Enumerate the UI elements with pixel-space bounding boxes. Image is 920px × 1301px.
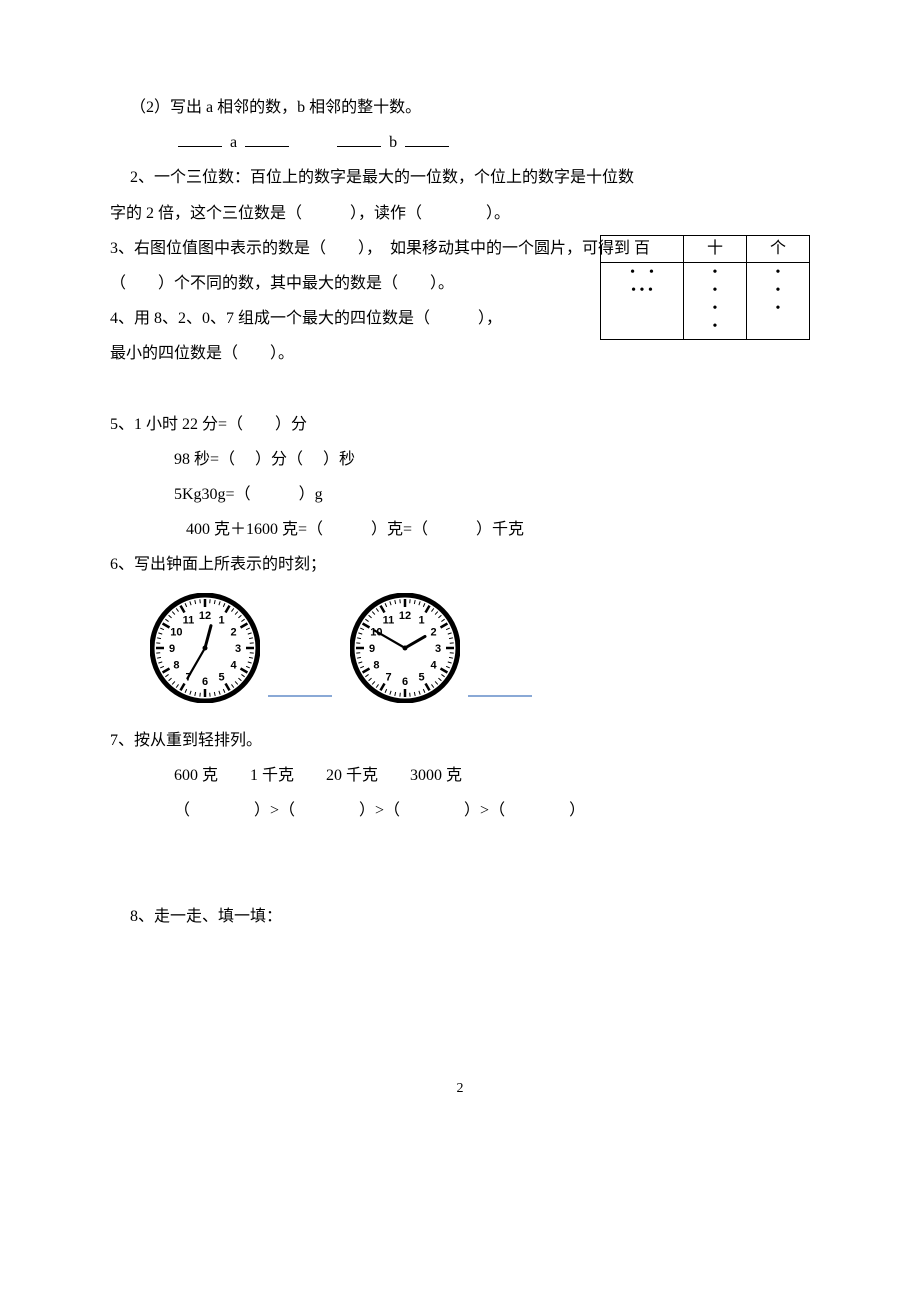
clock-1: 121234567891011 [150,593,260,703]
svg-text:3: 3 [235,643,241,655]
svg-text:11: 11 [183,614,195,626]
clock-1-wrap: 121234567891011 [150,593,350,703]
place-value-table: 百 十 个 • • • • • • • • • • • • [600,235,810,340]
svg-text:3: 3 [435,643,441,655]
svg-text:1: 1 [218,614,224,626]
svg-text:4: 4 [431,659,438,671]
clock-2-wrap: 121234567891011 [350,593,550,703]
table-dots-row: • • • • • • • • • • • • [601,263,810,340]
svg-text:2: 2 [231,626,237,638]
svg-text:8: 8 [373,659,379,671]
cell-ones: • • • [747,263,810,340]
svg-text:5: 5 [218,671,224,683]
col-hundreds: 百 [601,235,684,262]
clock-1-blank[interactable] [268,691,332,697]
svg-text:4: 4 [231,659,238,671]
table-header-row: 百 十 个 [601,235,810,262]
svg-text:8: 8 [173,659,179,671]
col-ones: 个 [747,235,810,262]
page-number: 2 [110,1074,810,1105]
blank[interactable] [245,132,289,147]
var-a: a [230,134,237,151]
q6-title: 6、写出钟面上所表示的时刻； [110,547,810,582]
q7-compare: （ ）>（ ）>（ ）>（ ） [110,793,810,828]
q5-line2: 98 秒=（ ）分（ ）秒 [110,442,810,477]
svg-text:12: 12 [399,610,411,622]
blank[interactable] [178,132,222,147]
q2-line2: 字的 2 倍，这个三位数是（ ），读作（ ）。 [110,196,810,231]
q4-line2: 最小的四位数是（ ）。 [110,336,810,371]
svg-text:12: 12 [199,610,211,622]
q5-line4: 400 克＋1600 克=（ ）克=（ ）千克 [110,512,810,547]
q5-line3: 5Kg30g=（ ）g [110,477,810,512]
q-sub2-blanks: a b [110,125,810,160]
svg-text:9: 9 [369,643,375,655]
q-sub2-prompt: （2）写出 a 相邻的数，b 相邻的整十数。 [110,90,810,125]
q5-line1: 5、1 小时 22 分=（ ）分 [110,407,810,442]
svg-text:11: 11 [383,614,395,626]
svg-text:7: 7 [385,671,391,683]
clocks-row: 121234567891011 121234567891011 [110,593,810,703]
svg-text:9: 9 [169,643,175,655]
svg-text:2: 2 [431,626,437,638]
q8-title: 8、走一走、填一填： [110,899,810,934]
cell-hundreds: • • • • • [601,263,684,340]
clock-2: 121234567891011 [350,593,460,703]
svg-text:5: 5 [418,671,424,683]
svg-text:10: 10 [170,626,182,638]
q7-title: 7、按从重到轻排列。 [110,723,810,758]
q3-q4-wrapper: 3、右图位值图中表示的数是（ ）， 如果移动其中的一个圆片，可得到 （ ）个不同… [110,231,810,372]
svg-text:6: 6 [202,676,208,688]
clock-2-blank[interactable] [468,691,532,697]
blank[interactable] [405,132,449,147]
q7-items: 600 克 1 千克 20 千克 3000 克 [110,758,810,793]
svg-text:1: 1 [418,614,424,626]
col-tens: 十 [684,235,747,262]
blank[interactable] [337,132,381,147]
var-b: b [389,134,397,151]
cell-tens: • • • • [684,263,747,340]
svg-text:6: 6 [402,676,408,688]
q2-line1: 2、一个三位数：百位上的数字是最大的一位数，个位上的数字是十位数 [110,160,810,195]
